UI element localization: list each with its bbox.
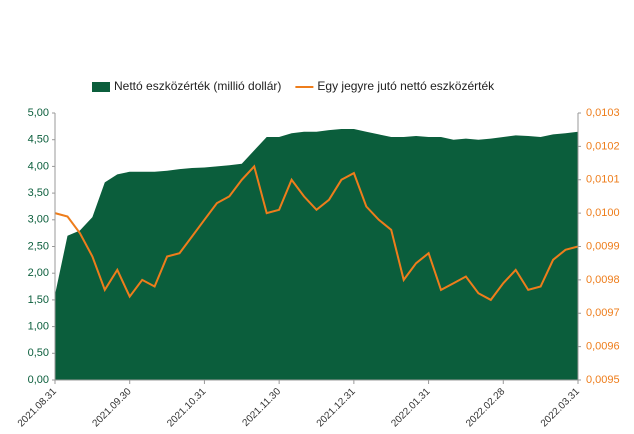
- y-tick-label: 5,00: [28, 107, 49, 119]
- x-tick-label: 2022.01.31: [389, 386, 432, 429]
- x-tick-label: 2021.10.31: [165, 386, 208, 429]
- x-tick-label: 2021.11.30: [240, 386, 283, 429]
- y-tick-label: 2,50: [28, 240, 49, 252]
- line: [54, 164, 579, 302]
- x-tick-label: 2021.08.31: [16, 386, 59, 429]
- y2-tick-label: 0,0097: [586, 307, 620, 319]
- y2-tick-label: 0,0095: [586, 374, 620, 386]
- x-tick-label: 2022.02.28: [464, 386, 507, 429]
- y2-tick-label: 0,0102: [586, 140, 620, 152]
- y-tick-label: 2,00: [28, 267, 49, 279]
- y-tick-label: 1,00: [28, 321, 49, 333]
- area: [55, 129, 578, 380]
- y2-tick-label: 0,0101: [586, 174, 620, 186]
- y-tick-label: 1,50: [28, 294, 49, 306]
- y2-tick-label: 0,0099: [586, 240, 620, 252]
- y2-tick-label: 0,0103: [586, 107, 620, 119]
- x-tick-label: 2021.09.30: [91, 386, 134, 429]
- y-tick-label: 0,00: [28, 374, 49, 386]
- legend-label: Nettó eszközérték (millió dollár): [114, 79, 281, 93]
- legend-swatch: [92, 82, 110, 92]
- y2-tick-label: 0,0096: [586, 341, 620, 353]
- y-tick-label: 4,50: [28, 134, 49, 146]
- y-tick-label: 3,50: [28, 187, 49, 199]
- x-tick-label: 2021.12.31: [315, 386, 358, 429]
- y-tick-label: 4,00: [28, 160, 49, 172]
- y-tick-label: 0,50: [28, 347, 49, 359]
- y-tick-label: 3,00: [28, 214, 49, 226]
- legend-label: Egy jegyre jutó nettó eszközérték: [317, 79, 495, 93]
- y2-tick-label: 0,0100: [586, 207, 620, 219]
- y2-tick-label: 0,0098: [586, 274, 620, 286]
- x-tick-label: 2022.03.31: [539, 386, 582, 429]
